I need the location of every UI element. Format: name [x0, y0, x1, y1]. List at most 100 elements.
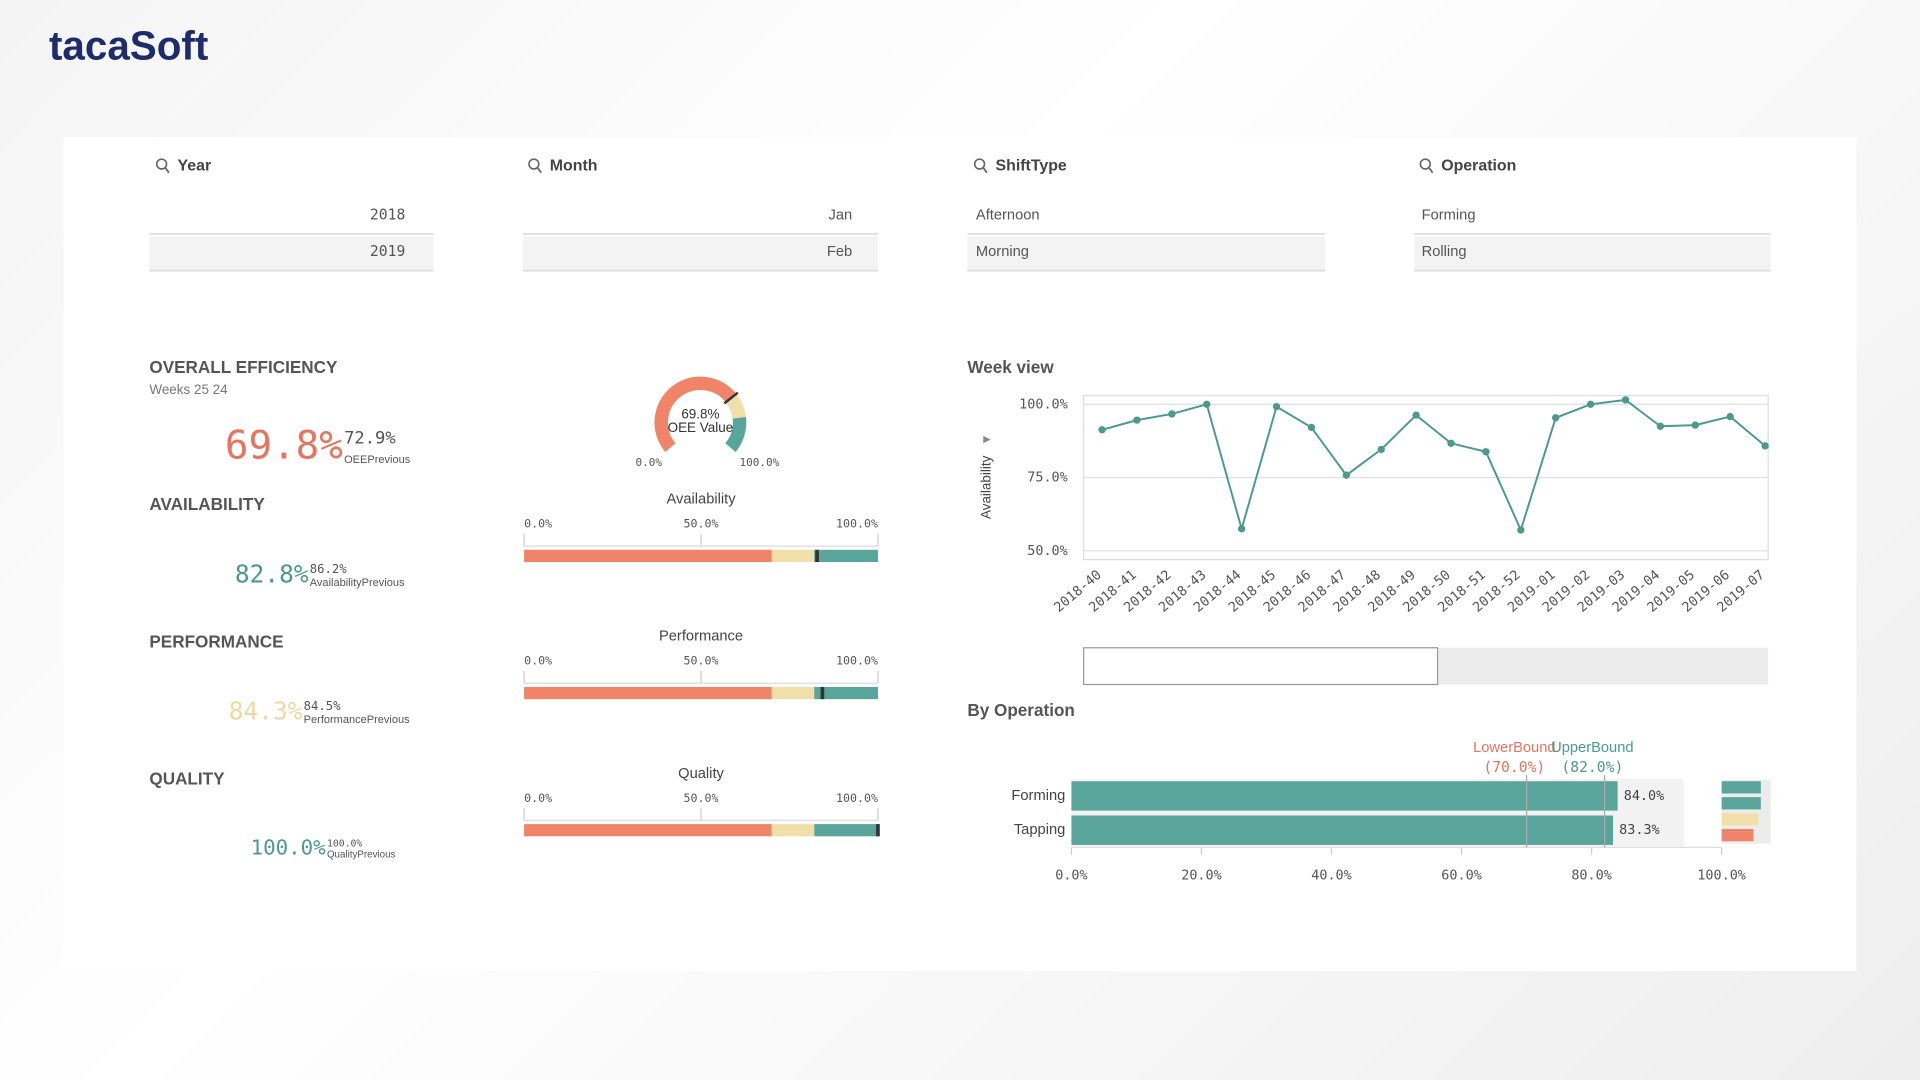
- search-icon: [973, 158, 986, 170]
- point: [1168, 410, 1176, 418]
- point: [1098, 426, 1106, 434]
- search-icon: [1419, 158, 1431, 170]
- y-tick-label: 75.0%: [1027, 471, 1068, 486]
- x-tick-label: 20.0%: [1181, 869, 1222, 884]
- filter-item[interactable]: Feb: [827, 244, 852, 260]
- logo: tacaSoft: [49, 23, 208, 69]
- kpi-previous-label: QualityPrevious: [327, 849, 396, 860]
- gauge-band: [725, 417, 747, 452]
- x-tick-label: 0.0%: [524, 791, 552, 805]
- filter-title[interactable]: Year: [178, 158, 212, 175]
- point: [1482, 448, 1490, 456]
- bullet-marker: [815, 549, 819, 563]
- point: [1342, 471, 1350, 479]
- bullet-marker: [876, 824, 880, 837]
- kpi-title: OVERALL EFFICIENCY: [149, 357, 338, 377]
- axis-arrow: [983, 435, 991, 444]
- x-tick-label: 50.0%: [684, 654, 719, 668]
- mini-bar: [1721, 781, 1761, 794]
- bar[interactable]: [1071, 815, 1614, 845]
- point: [1447, 439, 1455, 447]
- x-tick-label: 0.0%: [524, 654, 552, 668]
- search-icon: [164, 167, 170, 174]
- gauge-marker: [723, 391, 739, 405]
- point: [1691, 421, 1699, 429]
- x-tick-label: 60.0%: [1441, 869, 1481, 884]
- kpi-subtitle: Weeks 25 24: [149, 382, 228, 397]
- bullet-band: [814, 686, 878, 700]
- point: [1621, 396, 1630, 404]
- point: [1761, 442, 1769, 450]
- filter-item[interactable]: Forming: [1422, 207, 1476, 223]
- reference-label: (70.0%): [1483, 759, 1545, 776]
- kpi-previous-label: AvailabilityPrevious: [310, 577, 405, 589]
- chart-title: By Operation: [967, 700, 1075, 720]
- bullet-band: [771, 686, 815, 700]
- filter-row-bg: [522, 236, 878, 271]
- scroll-window[interactable]: [1083, 647, 1439, 686]
- x-tick-label: 100.0%: [836, 791, 878, 805]
- line: [1101, 398, 1766, 533]
- gauge-band: [654, 376, 737, 452]
- point: [1237, 525, 1246, 533]
- filter-item[interactable]: Afternoon: [976, 207, 1040, 223]
- bar[interactable]: [1071, 781, 1618, 811]
- reference-name: UpperBound: [1551, 740, 1633, 756]
- point: [1586, 400, 1595, 408]
- filter-item[interactable]: 2018: [370, 207, 405, 224]
- filter-title[interactable]: Operation: [1441, 158, 1516, 175]
- kpi-previous: 72.9%: [344, 428, 396, 448]
- reference-label: (82.0%): [1561, 759, 1623, 776]
- mini-bar: [1721, 797, 1761, 810]
- bullet-band: [524, 686, 772, 700]
- chart-title: Week view: [967, 357, 1054, 377]
- kpi-previous: 84.5%: [304, 699, 341, 713]
- kpi-value: 82.8%: [235, 560, 309, 589]
- filter-item[interactable]: Morning: [976, 244, 1029, 260]
- bullet-band: [524, 549, 772, 563]
- kpi-title: AVAILABILITY: [149, 494, 265, 514]
- gauge-band: [725, 394, 747, 419]
- point: [1272, 402, 1281, 411]
- x-tick-label: 40.0%: [1311, 869, 1352, 884]
- filter-title[interactable]: ShiftType: [996, 158, 1067, 175]
- filter-item[interactable]: Jan: [829, 207, 853, 223]
- point: [1203, 400, 1211, 408]
- y-tick-label: Forming: [1011, 788, 1065, 804]
- x-tick-label: 50.0%: [684, 517, 719, 531]
- kpi-previous: 100.0%: [327, 838, 362, 849]
- filter-row-bg: [1414, 236, 1771, 271]
- x-tick-label: 100.0%: [1697, 869, 1746, 884]
- filter-row-bg: [967, 236, 1325, 271]
- kpi-value: 69.8%: [225, 424, 343, 469]
- filter-item[interactable]: 2019: [370, 243, 405, 260]
- kpi-previous: 86.2%: [310, 562, 347, 576]
- point: [1656, 422, 1665, 430]
- bullet-title: Quality: [678, 766, 724, 782]
- point: [1517, 526, 1525, 534]
- mini-bar: [1721, 813, 1759, 826]
- point: [1377, 445, 1385, 454]
- bullet-title: Availability: [666, 491, 736, 507]
- bullet-band: [814, 549, 878, 563]
- point: [1552, 414, 1560, 422]
- point: [1307, 423, 1316, 432]
- gauge-label: OEE Value: [668, 420, 734, 435]
- point: [1412, 411, 1420, 419]
- bullet-band: [524, 824, 772, 837]
- x-tick-label: 100.0%: [836, 517, 878, 531]
- kpi-previous-label: PerformancePrevious: [304, 714, 410, 726]
- filter-item[interactable]: Rolling: [1422, 244, 1467, 260]
- filter-title[interactable]: Month: [550, 158, 598, 175]
- bullet-band: [771, 824, 815, 837]
- mini-bar: [1721, 828, 1754, 842]
- point: [1133, 416, 1141, 424]
- kpi-title: PERFORMANCE: [149, 631, 283, 651]
- point: [1726, 412, 1734, 421]
- search-icon: [536, 167, 542, 174]
- gauge-value: 69.8%: [681, 407, 719, 422]
- bullet-title: Performance: [659, 629, 743, 645]
- x-tick-label: 0.0%: [524, 517, 552, 531]
